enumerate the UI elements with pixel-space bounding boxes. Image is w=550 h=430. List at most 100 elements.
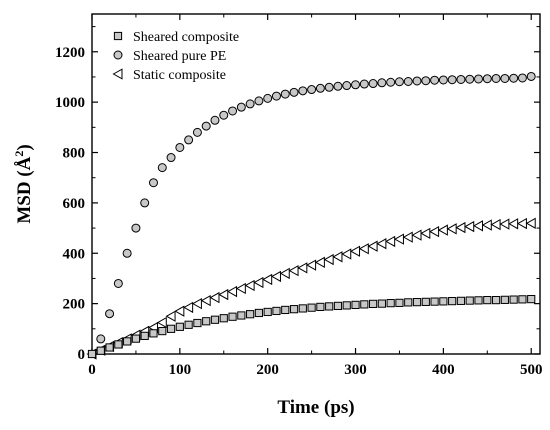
data-point-circle (394, 77, 404, 87)
data-point-triangle-left (270, 270, 281, 283)
data-point-square (404, 298, 413, 307)
data-point-square (307, 303, 316, 312)
data-point-square (263, 307, 272, 317)
data-point-triangle-left (323, 253, 334, 266)
data-point-triangle-left (262, 273, 273, 286)
data-point-square (439, 297, 448, 306)
data-point-circle (105, 309, 115, 319)
data-point-square (113, 31, 123, 41)
data-point-circle (113, 50, 123, 60)
data-point-circle (526, 71, 536, 81)
data-point-triangle-left (209, 291, 220, 304)
data-point-circle (307, 85, 317, 95)
series-triangle-left (86, 217, 536, 360)
data-point-circle (403, 76, 413, 86)
data-point-triangle-left (350, 245, 361, 257)
data-series (86, 71, 536, 360)
data-point-square (202, 317, 211, 326)
data-point-circle (412, 76, 422, 86)
data-point-square (351, 300, 360, 309)
data-point-circle (113, 278, 123, 288)
data-point-circle (122, 248, 132, 258)
data-point-triangle-left (402, 231, 413, 243)
data-point-circle (517, 73, 527, 83)
data-point-square (246, 310, 255, 319)
data-point-square (131, 334, 141, 343)
data-point-triangle-left (253, 276, 264, 289)
data-point-square (254, 308, 264, 318)
legend-label: Sheared composite (133, 30, 239, 45)
data-point-square (377, 299, 386, 308)
data-point-square (325, 302, 334, 311)
data-point-square (360, 300, 369, 309)
data-point-square (298, 304, 307, 313)
data-point-triangle-left (218, 288, 229, 301)
data-point-circle (509, 73, 519, 83)
legend: Sheared composite Sheared pure PE Static c… (112, 30, 239, 83)
data-point-square (149, 329, 158, 338)
data-point-circle (474, 74, 484, 84)
data-point-square (281, 305, 290, 315)
data-point-triangle-left (437, 224, 448, 236)
legend-label: Sheared pure PE (133, 49, 226, 64)
data-point-circle (351, 80, 361, 90)
data-point-triangle-left (165, 310, 176, 322)
plot-frame (91, 13, 541, 355)
y-tick-label: 800 (63, 146, 86, 162)
data-point-square (193, 318, 202, 328)
data-point-circle (175, 142, 185, 152)
data-point-square (272, 306, 281, 316)
data-point-circle (219, 110, 229, 120)
data-point-circle (263, 93, 273, 103)
data-point-triangle-left (429, 225, 440, 238)
data-point-triangle-left (385, 235, 396, 248)
data-point-circle (386, 77, 396, 87)
data-point-circle (456, 74, 466, 84)
data-point-triangle-left (455, 221, 466, 234)
data-point-triangle-left (227, 285, 238, 298)
data-point-circle (271, 91, 281, 101)
x-tick-label: 400 (432, 362, 455, 378)
data-point-square (456, 296, 466, 305)
data-point-square (342, 301, 351, 310)
data-point-square (289, 305, 299, 314)
axis-ticks: 0 100 200 300 400 500 0 200 400 600 800 1000 1200 (55, 14, 542, 378)
data-point-square (368, 299, 378, 308)
data-point-triangle-left (508, 218, 519, 230)
data-point-square (87, 349, 97, 359)
data-point-square (184, 320, 193, 329)
data-point-square (483, 296, 492, 305)
y-axis-title-main: MSD (Å (14, 156, 35, 223)
data-point-circle (438, 75, 448, 85)
data-point-triangle-left (183, 301, 194, 314)
data-point-triangle-left (446, 223, 457, 235)
data-point-circle (236, 102, 246, 112)
data-point-circle (184, 135, 194, 145)
data-point-circle (166, 153, 176, 163)
data-point-circle (500, 73, 510, 83)
y-tick-label: 0 (78, 347, 86, 363)
series-circle (96, 71, 536, 344)
data-point-triangle-left (306, 259, 317, 271)
data-point-triangle-left (481, 219, 492, 231)
x-tick-label: 0 (88, 362, 96, 378)
data-point-square (395, 298, 404, 307)
data-point-circle (359, 79, 369, 89)
data-point-triangle-left (244, 279, 255, 292)
data-point-square (123, 337, 132, 346)
data-point-triangle-left (420, 227, 431, 240)
x-axis-title: Time (ps) (277, 397, 354, 418)
data-point-triangle-left (235, 282, 246, 295)
data-point-triangle-left (112, 68, 123, 80)
data-point-circle (482, 74, 492, 84)
data-point-square (430, 297, 439, 306)
y-tick-label: 400 (63, 246, 86, 262)
data-point-triangle-left (200, 294, 211, 307)
y-tick-label: 1000 (55, 95, 85, 111)
x-tick-label: 500 (520, 362, 543, 378)
data-point-triangle-left (341, 248, 352, 260)
data-point-circle (491, 73, 501, 83)
data-point-square (491, 296, 501, 305)
